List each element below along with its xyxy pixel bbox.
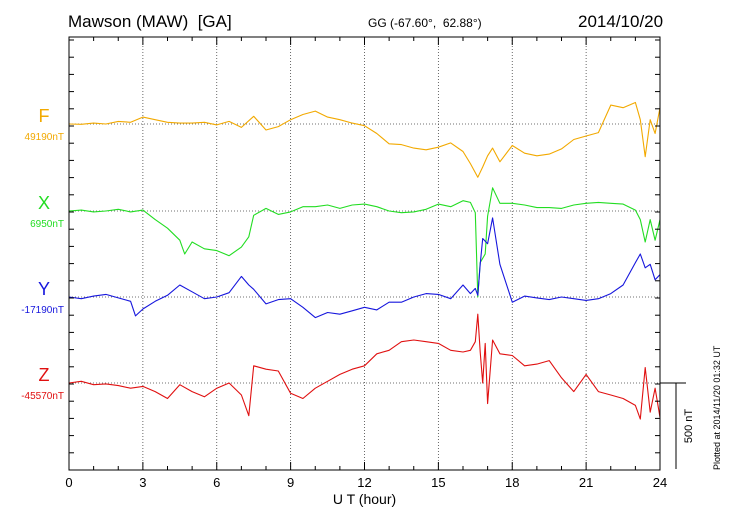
series-x-line	[68, 187, 661, 298]
x-tick-label: 21	[579, 475, 593, 490]
x-tick-label: 9	[287, 475, 294, 490]
series-z-name: Z	[39, 365, 50, 385]
plotted-timestamp: Plotted at 2014/11/20 01:32 UT	[712, 345, 722, 470]
x-tick-label: 12	[357, 475, 371, 490]
x-tick-label: 24	[653, 475, 667, 490]
series-x-name: X	[38, 193, 50, 213]
series-y-baseline: -17190nT	[21, 305, 64, 316]
station-coordinates: GG (-67.60°, 62.88°)	[368, 16, 482, 30]
x-tick-label: 6	[213, 475, 220, 490]
x-tick-label: 3	[139, 475, 146, 490]
x-axis-label: U T (hour)	[333, 491, 396, 507]
x-tick-label: 18	[505, 475, 519, 490]
station-title: Mawson (MAW) [GA]	[68, 12, 232, 31]
series-y-name: Y	[38, 279, 50, 299]
chart-date: 2014/10/20	[578, 12, 664, 31]
series-f-name: F	[39, 106, 50, 126]
x-tick-label: 0	[65, 475, 72, 490]
series-f-baseline: 49190nT	[25, 132, 64, 143]
series-z-baseline: -45570nT	[21, 391, 64, 402]
series-f-line	[68, 101, 661, 178]
x-tick-label: 15	[431, 475, 445, 490]
series-y-line	[68, 217, 661, 319]
series-z-line	[68, 313, 661, 420]
scale-bar-label: 500 nT	[683, 409, 695, 444]
series-x-baseline: 6950nT	[30, 219, 64, 230]
